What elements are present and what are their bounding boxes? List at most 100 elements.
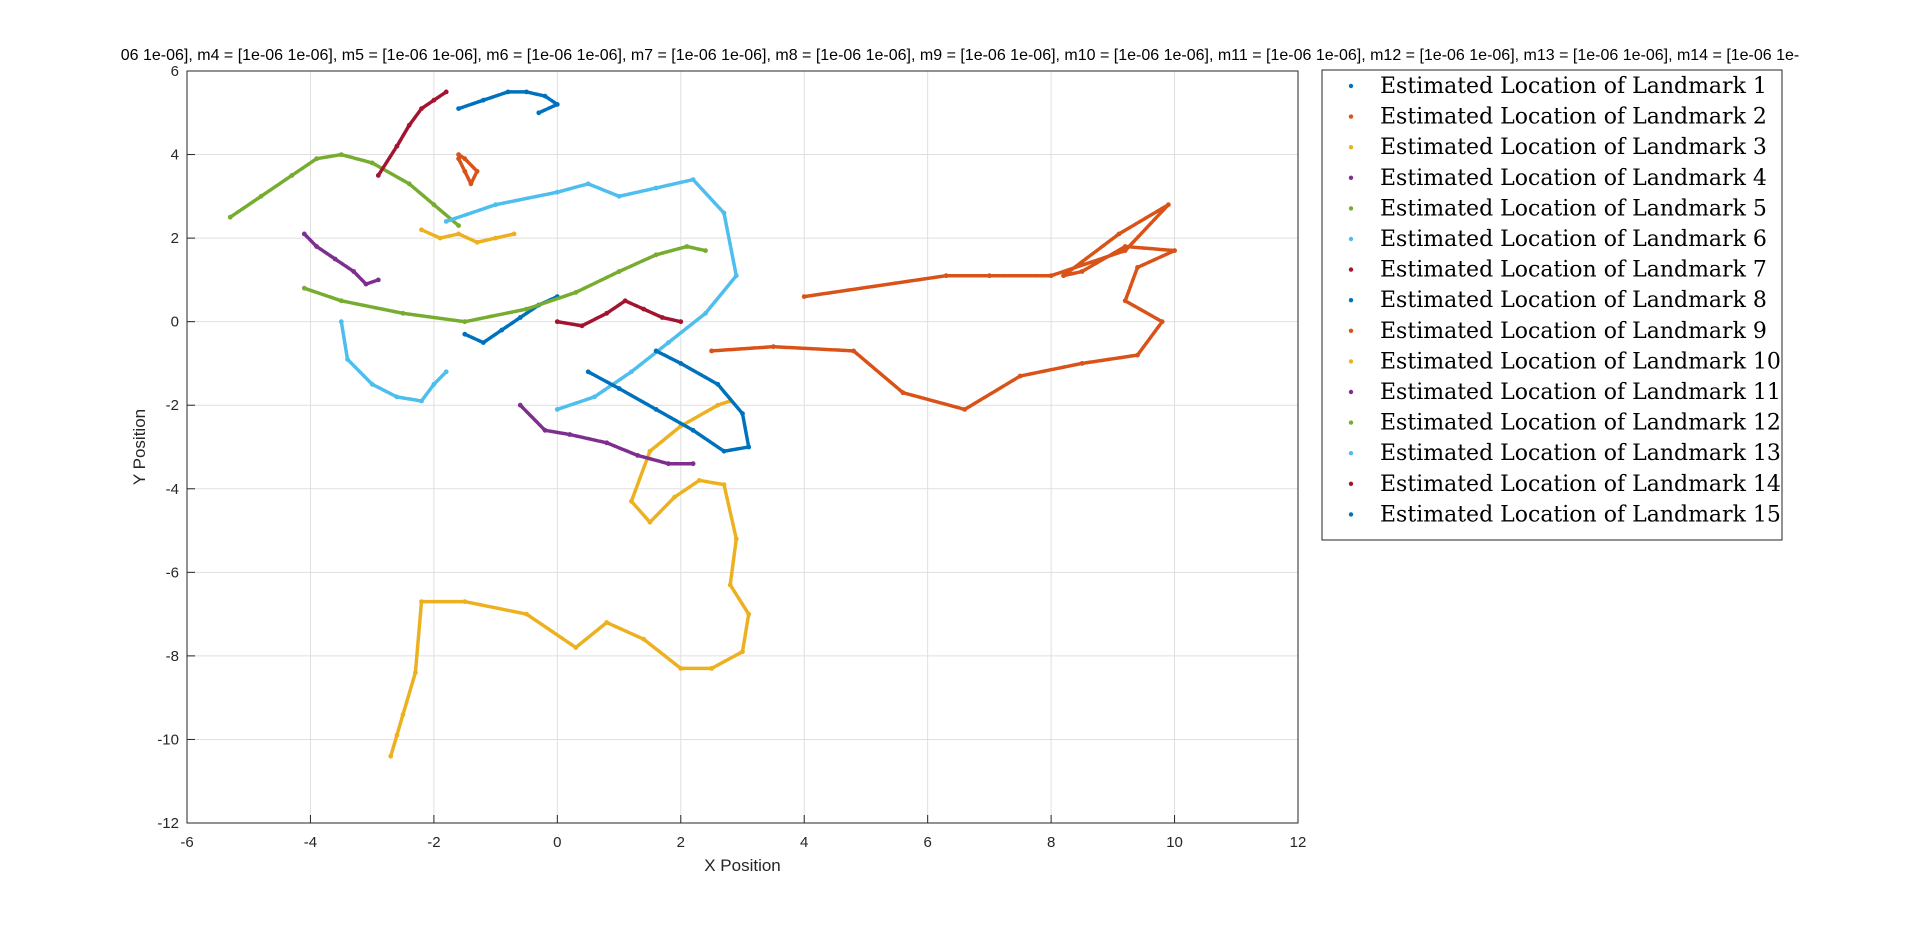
data-point bbox=[684, 244, 690, 249]
data-point bbox=[419, 106, 424, 111]
data-point bbox=[666, 340, 671, 345]
data-point bbox=[480, 97, 486, 103]
legend-marker bbox=[1348, 359, 1354, 364]
series-landmark-13 bbox=[443, 177, 739, 412]
data-point bbox=[511, 231, 517, 237]
series-trace bbox=[444, 177, 739, 412]
data-point bbox=[542, 427, 548, 433]
series-landmark-3 bbox=[419, 227, 517, 245]
x-tick-label: 2 bbox=[677, 834, 685, 851]
data-point bbox=[462, 319, 468, 325]
data-point bbox=[394, 394, 400, 400]
legend-entry-label: Estimated Location of Landmark 9 bbox=[1380, 319, 1767, 344]
data-point bbox=[733, 273, 739, 279]
data-point bbox=[616, 386, 622, 391]
data-point bbox=[431, 202, 437, 208]
data-point bbox=[419, 599, 424, 604]
data-point bbox=[585, 181, 591, 187]
data-point bbox=[746, 611, 752, 617]
data-point bbox=[394, 732, 400, 738]
series-trace bbox=[388, 399, 751, 758]
data-point bbox=[338, 152, 344, 158]
data-point bbox=[1135, 265, 1140, 270]
x-tick-label: 6 bbox=[923, 834, 931, 851]
data-point bbox=[696, 478, 702, 483]
data-point bbox=[579, 323, 585, 329]
data-point bbox=[592, 394, 597, 400]
data-point bbox=[573, 290, 579, 295]
y-tick-label: -2 bbox=[166, 397, 179, 414]
y-tick-label: -10 bbox=[157, 731, 179, 748]
x-axis-label: X Position bbox=[704, 856, 781, 875]
data-point bbox=[474, 168, 480, 174]
data-point bbox=[400, 310, 406, 316]
data-point bbox=[431, 97, 437, 103]
chart-title: 06 1e-06], m4 = [1e-06 1e-06], m5 = [1e-… bbox=[121, 47, 1800, 64]
data-point bbox=[746, 444, 752, 450]
series-landmark-4 bbox=[301, 231, 381, 287]
data-point bbox=[678, 361, 684, 366]
data-point bbox=[419, 227, 424, 233]
legend-entry-label: Estimated Location of Landmark 1 bbox=[1380, 74, 1767, 99]
data-point bbox=[258, 193, 264, 199]
series-landmark-8 bbox=[456, 89, 560, 116]
x-tick-label: -6 bbox=[180, 834, 193, 851]
legend-marker bbox=[1348, 481, 1354, 486]
data-point bbox=[567, 432, 573, 437]
data-point bbox=[647, 448, 653, 454]
data-point bbox=[1122, 248, 1128, 254]
data-point bbox=[480, 340, 486, 345]
data-point bbox=[474, 239, 480, 245]
data-point bbox=[351, 269, 357, 274]
data-point bbox=[443, 89, 449, 95]
legend-entry-label: Estimated Location of Landmark 15 bbox=[1380, 502, 1781, 527]
data-point bbox=[727, 582, 733, 588]
data-point bbox=[659, 315, 665, 320]
data-point bbox=[1116, 231, 1122, 237]
data-point bbox=[653, 348, 659, 354]
data-point bbox=[962, 407, 968, 412]
data-point bbox=[1135, 352, 1140, 358]
legend: Estimated Location of Landmark 1 Estimate… bbox=[1321, 69, 1783, 541]
data-point bbox=[400, 712, 406, 717]
data-point bbox=[703, 248, 708, 254]
data-point bbox=[456, 106, 461, 111]
data-point bbox=[703, 310, 708, 316]
data-point bbox=[227, 214, 233, 220]
series-landmark-7 bbox=[375, 89, 449, 178]
data-point bbox=[406, 122, 412, 128]
data-point bbox=[1017, 373, 1023, 379]
data-point bbox=[647, 519, 653, 525]
data-point bbox=[1122, 298, 1128, 304]
data-point bbox=[733, 536, 739, 542]
data-point bbox=[1079, 361, 1085, 366]
data-point bbox=[505, 89, 511, 95]
data-point bbox=[517, 315, 523, 320]
data-point bbox=[653, 407, 659, 412]
data-point bbox=[443, 219, 449, 224]
data-point bbox=[690, 177, 696, 183]
series-landmark-14 bbox=[554, 298, 684, 329]
legend-marker bbox=[1348, 83, 1354, 89]
data-point bbox=[462, 599, 468, 604]
data-point bbox=[653, 252, 659, 258]
series-landmark-15 bbox=[585, 348, 752, 454]
legend-entry-label: Estimated Location of Landmark 12 bbox=[1380, 411, 1781, 436]
legend-entry-label: Estimated Location of Landmark 14 bbox=[1380, 472, 1781, 497]
y-axis-label: Y Position bbox=[130, 409, 149, 485]
series-landmark-12 bbox=[301, 244, 708, 325]
x-tick-label: -2 bbox=[427, 834, 440, 851]
data-point bbox=[517, 402, 523, 408]
legend-entry-label: Estimated Location of Landmark 6 bbox=[1380, 227, 1767, 252]
data-point bbox=[1172, 248, 1177, 254]
x-tick-label: 8 bbox=[1047, 834, 1055, 851]
data-point bbox=[709, 348, 714, 354]
data-point bbox=[715, 402, 721, 408]
data-point bbox=[554, 319, 560, 325]
data-point bbox=[573, 645, 579, 650]
data-point bbox=[653, 185, 659, 191]
y-tick-label: 0 bbox=[171, 314, 179, 331]
data-point bbox=[771, 344, 776, 350]
series-trace bbox=[376, 90, 448, 178]
